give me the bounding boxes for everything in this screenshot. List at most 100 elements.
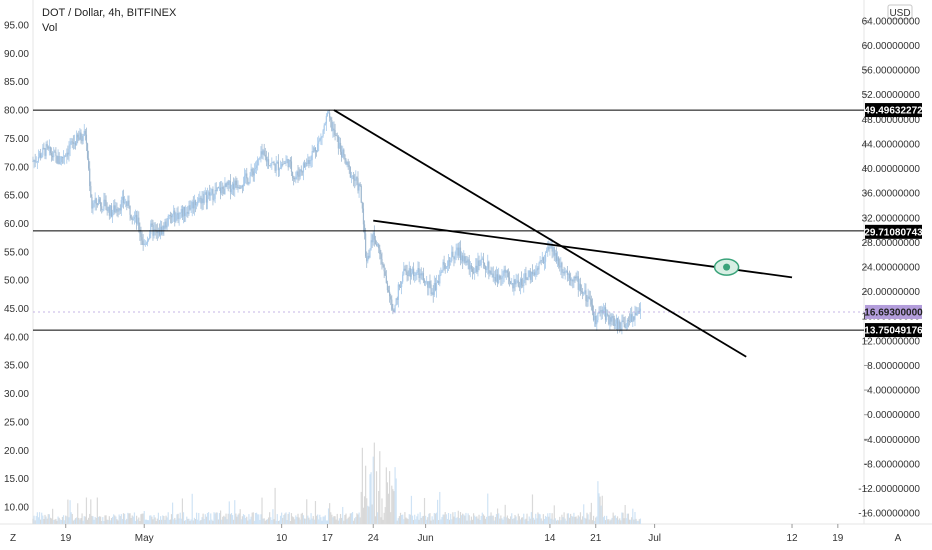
volume-bar (428, 513, 430, 524)
currency-badge[interactable]: USD (887, 4, 913, 20)
volume-bar (576, 518, 578, 524)
candle-body (78, 137, 80, 140)
volume-bar (82, 520, 84, 524)
candle-body (435, 282, 438, 290)
candle-body (465, 260, 467, 263)
candle-body (349, 166, 351, 178)
candle-body (199, 197, 201, 199)
volume-bar (582, 516, 584, 524)
volume-bar (143, 511, 145, 524)
candle-body (527, 276, 529, 281)
candle-body (325, 115, 327, 124)
candle-body (227, 182, 229, 185)
candle-body (450, 260, 452, 262)
candle-body (427, 281, 429, 288)
eye-icon[interactable] (713, 258, 740, 276)
candle-body (49, 146, 52, 153)
volume-bar (44, 514, 46, 524)
candle-body (492, 273, 494, 278)
volume-bar (190, 519, 192, 524)
candle-body (217, 187, 219, 189)
volume-bar (634, 512, 636, 524)
candle-body (442, 262, 444, 271)
volume-bar (65, 515, 67, 524)
candle-body (107, 206, 109, 211)
candle-body (119, 208, 121, 211)
volume-bar (205, 516, 207, 524)
candle-body (566, 270, 568, 275)
volume-bar (349, 513, 351, 524)
volume-bar (194, 518, 197, 524)
volume-bar (603, 515, 606, 524)
candle-body (506, 270, 508, 273)
auto-scale-label[interactable]: A (895, 533, 902, 544)
volume-bar (441, 517, 443, 524)
candle-body (95, 198, 97, 204)
candle-body (332, 128, 334, 131)
volume-bar (261, 497, 263, 524)
volume-bar (373, 442, 375, 524)
candle-body (464, 256, 466, 263)
candle-body (536, 268, 538, 271)
volume-bar (34, 520, 36, 524)
candle-body (35, 161, 37, 163)
volume-bar (70, 512, 72, 524)
zoom-reset-label[interactable]: Z (10, 533, 16, 544)
volume-bar (500, 515, 502, 524)
volume-bar (294, 519, 296, 524)
candle-body (502, 275, 504, 277)
volume-bar (210, 513, 212, 524)
candle-body (288, 160, 290, 168)
time-axis-tick-label: 19 (832, 533, 844, 544)
volume-bar (43, 518, 45, 524)
candle-body (615, 318, 618, 324)
right-axis-tick-label: -16.00000000 (858, 509, 920, 520)
candle-body (329, 112, 331, 118)
candle-body (409, 268, 411, 277)
candle-body (240, 186, 242, 188)
trend-line[interactable] (333, 109, 747, 358)
candle-body (336, 135, 338, 137)
candle-body (82, 135, 84, 142)
candle-body (206, 195, 209, 203)
volume-bar (192, 520, 194, 524)
volume-bar (85, 497, 88, 524)
volume-bar (460, 515, 463, 524)
volume-bar (216, 512, 218, 524)
right-axis-tick-label: 28.00000000 (862, 238, 921, 249)
candle-body (472, 272, 475, 273)
volume-bar (342, 506, 344, 524)
volume-bar (600, 505, 602, 524)
volume-bar (58, 517, 60, 524)
volume-bar (467, 513, 469, 524)
volume-bar (158, 519, 161, 524)
volume-bar (174, 517, 176, 524)
candle-body (466, 260, 468, 263)
volume-bar (97, 516, 100, 524)
candle-body (468, 259, 470, 270)
volume-bar (166, 517, 168, 524)
volume-bar (139, 520, 141, 524)
candle-body (296, 171, 298, 177)
volume-bar (68, 517, 70, 524)
left-axis-tick-label: 50.00 (4, 276, 29, 287)
candle-body (596, 319, 598, 325)
volume-bar (197, 519, 199, 524)
candle-body (587, 296, 589, 302)
volume-bar (137, 519, 139, 524)
volume-bar (503, 516, 505, 524)
volume-bar (636, 520, 638, 524)
candle-body (186, 211, 188, 213)
candle-body (133, 217, 136, 219)
candle-body (151, 223, 153, 225)
volume-bar (589, 512, 591, 524)
candle-body (157, 229, 160, 234)
candle-body (34, 160, 36, 162)
volume-bar (361, 447, 363, 524)
candle-body (500, 278, 502, 280)
candle-body (490, 270, 492, 275)
volume-bar (162, 515, 164, 524)
candle-body (602, 309, 604, 314)
candle-body (130, 214, 132, 219)
candle-body (403, 268, 405, 275)
